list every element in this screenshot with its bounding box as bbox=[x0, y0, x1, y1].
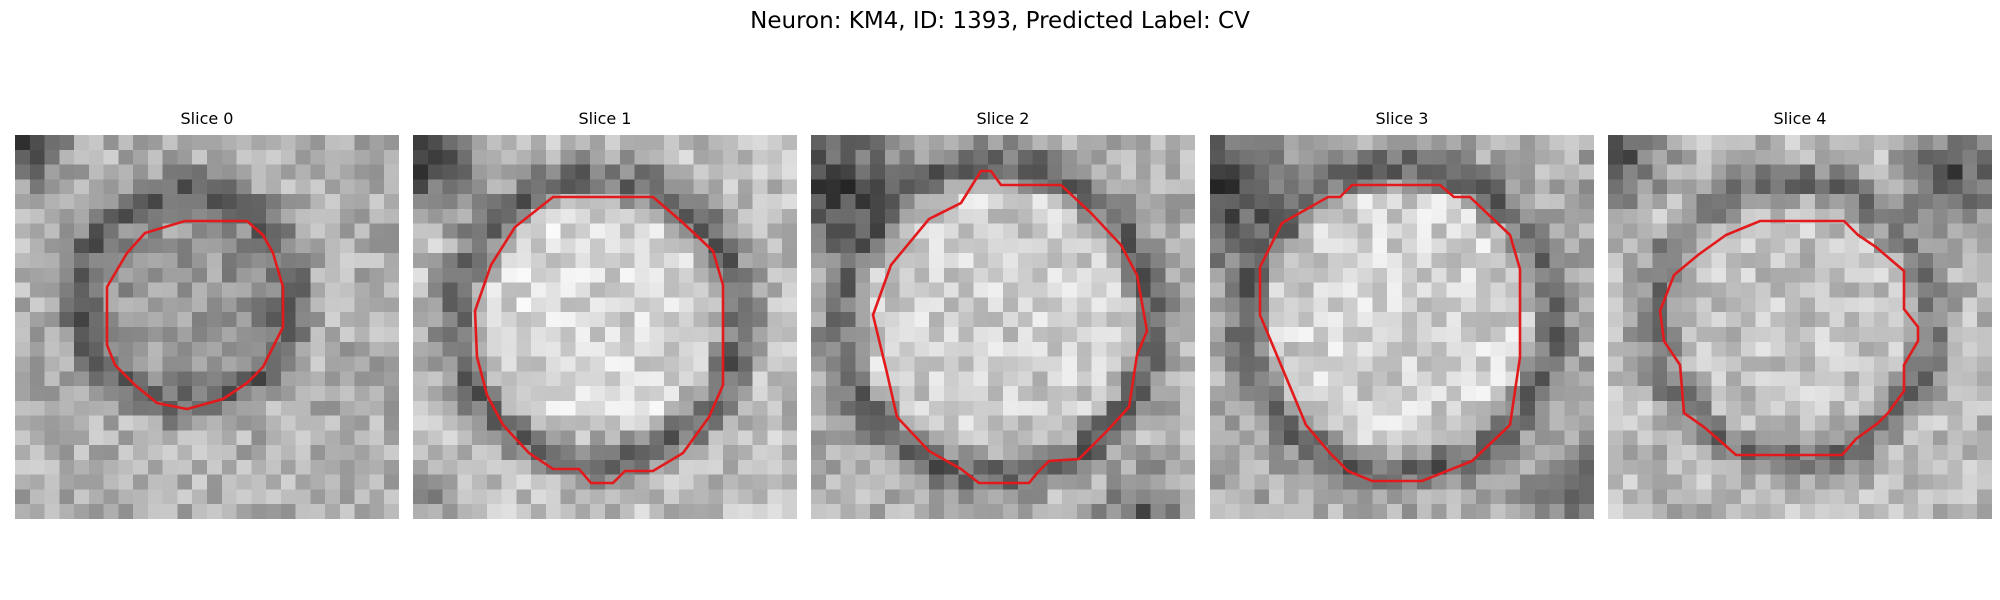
segmentation-contour bbox=[1658, 219, 1920, 457]
contour-outline bbox=[1258, 183, 1522, 483]
segmentation-contour bbox=[871, 169, 1149, 485]
slice-panel-3: Slice 3 bbox=[1210, 108, 1594, 519]
slice-panel-0: Slice 0 bbox=[15, 108, 399, 519]
slice-title: Slice 1 bbox=[578, 109, 632, 128]
slice-title: Slice 0 bbox=[180, 109, 234, 128]
slice-image bbox=[413, 135, 797, 519]
segmentation-contour bbox=[105, 219, 285, 411]
slice-panel-4: Slice 4 bbox=[1608, 108, 1992, 519]
segmentation-contour bbox=[1258, 183, 1522, 483]
slice-title: Slice 3 bbox=[1375, 109, 1429, 128]
slice-title: Slice 2 bbox=[976, 109, 1030, 128]
contour-outline bbox=[1658, 219, 1920, 457]
contour-outline bbox=[473, 195, 725, 485]
contour-outline bbox=[871, 169, 1149, 485]
contour-outline bbox=[105, 219, 285, 411]
segmentation-contour bbox=[473, 195, 725, 485]
figure-title: Neuron: KM4, ID: 1393, Predicted Label: … bbox=[750, 8, 1250, 34]
slice-title: Slice 4 bbox=[1773, 109, 1827, 128]
slice-image bbox=[1210, 135, 1594, 519]
slice-image bbox=[15, 135, 399, 519]
slice-panel-1: Slice 1 bbox=[413, 108, 797, 519]
slice-panel-2: Slice 2 bbox=[811, 108, 1195, 519]
